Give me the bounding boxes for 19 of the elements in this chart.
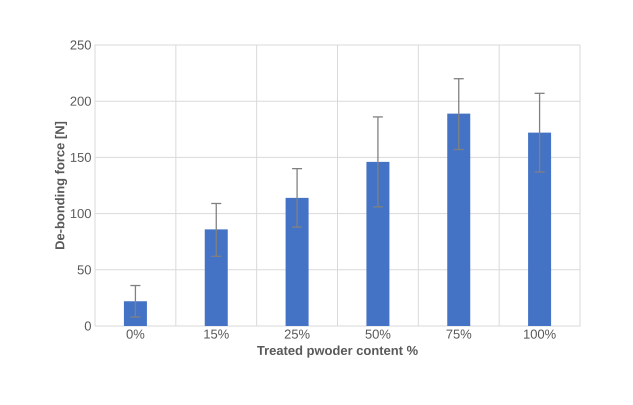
y-tick-label: 0 [84, 321, 91, 331]
y-tick-label: 250 [70, 40, 91, 50]
x-axis-title: Treated pwoder content % [257, 346, 418, 358]
y-tick-label: 50 [78, 265, 91, 274]
bar [204, 229, 228, 326]
x-tick-label: 50% [365, 330, 390, 339]
bar [528, 132, 552, 326]
x-tick-label: 100% [524, 330, 556, 339]
bar [286, 198, 309, 326]
y-tick-label: 150 [70, 152, 91, 162]
bar [447, 114, 470, 326]
x-tick-label: 15% [204, 330, 229, 339]
x-tick-label: 75% [446, 330, 472, 339]
bar [366, 162, 390, 326]
y-tick-label: 200 [70, 96, 91, 106]
y-axis-title: De-bonding force [N] [54, 122, 68, 250]
x-tick-label: 0% [126, 330, 144, 339]
x-tick-label: 25% [284, 330, 310, 339]
y-tick-label: 100 [70, 209, 91, 218]
